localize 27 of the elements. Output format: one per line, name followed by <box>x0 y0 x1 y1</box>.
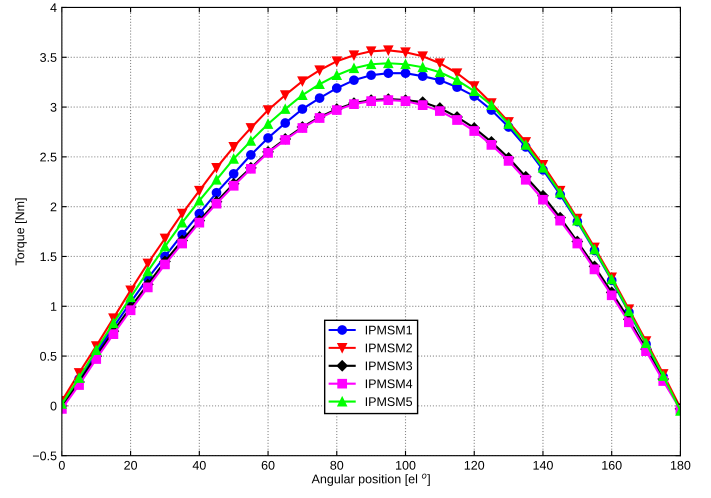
x-tick-label: 140 <box>533 460 553 470</box>
x-tick-label: 20 <box>124 460 138 470</box>
legend-label: IPMSM5 <box>366 397 412 406</box>
y-tick-label: 3 <box>50 102 56 112</box>
y-tick-label: 4 <box>50 3 57 12</box>
legend-label: IPMSM2 <box>366 344 412 352</box>
x-tick-label: 0 <box>58 460 65 470</box>
x-tick-label: 120 <box>464 460 484 470</box>
x-tick-label: 40 <box>192 460 206 470</box>
y-tick-label: 3.5 <box>40 53 56 62</box>
y-tick-label: 1 <box>51 302 56 311</box>
y-tick-label: 1.5 <box>40 252 56 262</box>
x-tick-label: 80 <box>330 460 344 470</box>
legend-label: IPMSM4 <box>366 379 412 388</box>
x-axis-title: Angular position [el $^{o}$] <box>312 474 430 486</box>
x-tick-label: 100 <box>396 460 416 470</box>
x-tick-label: 180 <box>670 460 690 470</box>
x-tick-label: 60 <box>262 460 275 470</box>
legend-label: IPMSM3 <box>366 361 412 370</box>
y-tick-label: −0.5 <box>32 451 56 460</box>
y-tick-label: 0.5 <box>40 352 56 361</box>
legend-label: IPMSM1 <box>366 326 412 334</box>
y-tick-label: 2.5 <box>40 152 56 162</box>
x-tick-label: 160 <box>602 460 622 470</box>
y-axis-title: Torque [Nm] <box>15 198 27 266</box>
y-tick-label: 2 <box>50 202 56 212</box>
y-tick-label: 0 <box>50 402 57 411</box>
